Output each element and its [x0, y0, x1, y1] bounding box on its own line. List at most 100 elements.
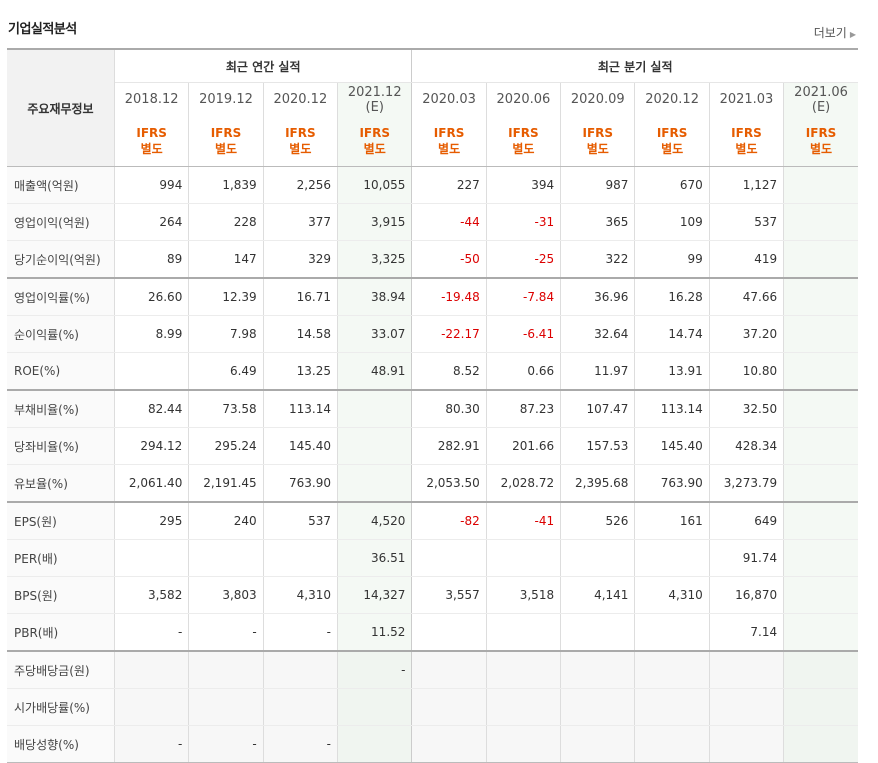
table-cell: 12.39 — [188, 278, 264, 316]
table-cell — [263, 539, 339, 577]
table-cell: -31 — [486, 203, 562, 241]
table-cell: 419 — [709, 240, 785, 279]
row-label: 매출액(억원) — [7, 166, 115, 204]
table-row: EPS(원) 295 240 537 4,520 -82 -41 526 161 649 — [7, 502, 858, 540]
table-cell: 26.60 — [114, 278, 190, 316]
row-label: 시가배당률(%) — [7, 688, 115, 726]
table-cell — [634, 651, 710, 689]
table-cell: 16,870 — [709, 576, 785, 614]
table-cell: 73.58 — [188, 390, 264, 428]
table-cell: 3,803 — [188, 576, 264, 614]
table-cell — [114, 688, 190, 726]
table-cell — [783, 651, 858, 689]
table-cell: 329 — [263, 240, 339, 279]
table-cell: 526 — [560, 502, 636, 540]
table-cell: 987 — [560, 166, 636, 204]
row-label: 영업이익(억원) — [7, 203, 115, 241]
table-cell: 322 — [560, 240, 636, 279]
table-cell: 3,915 — [337, 203, 413, 241]
basis-label: 별도 — [810, 142, 833, 156]
table-cell — [337, 688, 413, 726]
table-cell: 1,127 — [709, 166, 785, 204]
table-cell: 537 — [263, 502, 339, 540]
row-label: PBR(배) — [7, 613, 115, 652]
table-cell: 6.49 — [188, 352, 264, 391]
basis-label: 별도 — [661, 142, 684, 156]
section-title: 기업실적분석 — [8, 22, 77, 37]
ifrs-label: IFRS — [656, 126, 688, 140]
table-cell — [560, 539, 636, 577]
period-header: 2020.03 — [411, 82, 487, 116]
table-cell — [783, 613, 858, 652]
table-cell: 89 — [114, 240, 190, 279]
period-header: 2020.09 — [560, 82, 636, 116]
row-label: 배당성향(%) — [7, 725, 115, 763]
table-cell — [783, 390, 858, 428]
table-cell — [783, 502, 858, 540]
table-cell: 295.24 — [188, 427, 264, 465]
table-cell: 14.74 — [634, 315, 710, 353]
table-cell — [709, 725, 785, 763]
period-label: 2020.12 — [273, 92, 328, 107]
table-cell: 16.71 — [263, 278, 339, 316]
table-cell: 2,395.68 — [560, 464, 636, 503]
table-cell: 240 — [188, 502, 264, 540]
table-cell: 36.96 — [560, 278, 636, 316]
table-cell: 763.90 — [634, 464, 710, 503]
accounting-standard: IFRS 별도 — [114, 116, 190, 167]
ifrs-label: IFRS — [805, 126, 837, 140]
row-label: 영업이익률(%) — [7, 278, 115, 316]
table-cell: 145.40 — [634, 427, 710, 465]
period-label: 2020.09 — [570, 92, 625, 107]
accounting-standard: IFRS 별도 — [560, 116, 636, 167]
period-label: 2021.06 — [794, 84, 848, 100]
table-cell — [411, 613, 487, 652]
table-cell: 4,310 — [263, 576, 339, 614]
table-cell: -41 — [486, 502, 562, 540]
period-header: 2021.03 — [709, 82, 785, 116]
basis-label: 별도 — [735, 142, 758, 156]
table-cell — [337, 464, 413, 503]
more-link[interactable]: 더보기 ▶ — [814, 24, 856, 41]
table-cell: 649 — [709, 502, 785, 540]
table-cell — [634, 688, 710, 726]
table-cell: -82 — [411, 502, 487, 540]
table-cell: - — [188, 613, 264, 652]
table-cell: -25 — [486, 240, 562, 279]
table-cell: 428.34 — [709, 427, 785, 465]
group-quarter-header: 최근 분기 실적 — [411, 48, 858, 83]
table-cell — [783, 464, 858, 503]
table-cell: 109 — [634, 203, 710, 241]
table-row: 영업이익(억원) 264 228 377 3,915 -44 -31 365 109 537 — [7, 203, 858, 241]
table-cell: -50 — [411, 240, 487, 279]
table-cell: 14.58 — [263, 315, 339, 353]
basis-label: 별도 — [140, 142, 163, 156]
accounting-standard: IFRS 별도 — [188, 116, 264, 167]
table-cell: 47.66 — [709, 278, 785, 316]
table-cell: 2,053.50 — [411, 464, 487, 503]
table-cell: 3,582 — [114, 576, 190, 614]
table-cell: 2,256 — [263, 166, 339, 204]
table-cell — [486, 651, 562, 689]
table-cell: 2,061.40 — [114, 464, 190, 503]
table-row: 당기순이익(억원) 89 147 329 3,325 -50 -25 322 99 419 — [7, 240, 858, 279]
table-cell: 113.14 — [263, 390, 339, 428]
basis-label: 별도 — [363, 142, 386, 156]
period-header: 2020.12 — [634, 82, 710, 116]
period-label: 2020.12 — [645, 92, 699, 107]
ifrs-label: IFRS — [582, 126, 614, 140]
table-cell: 2,028.72 — [486, 464, 562, 503]
table-cell: -7.84 — [486, 278, 562, 316]
table-cell: 8.99 — [114, 315, 190, 353]
table-cell — [783, 539, 858, 577]
table-cell — [411, 688, 487, 726]
table-row: 순이익률(%) 8.99 7.98 14.58 33.07 -22.17 -6.41 32.6… — [7, 315, 858, 353]
row-label: 당좌비율(%) — [7, 427, 115, 465]
table-cell — [783, 166, 858, 204]
table-cell: 99 — [634, 240, 710, 279]
table-cell: 4,520 — [337, 502, 413, 540]
table-cell: 3,273.79 — [709, 464, 785, 503]
table-cell — [634, 725, 710, 763]
ifrs-label: IFRS — [359, 126, 390, 140]
estimate-marker: (E) — [365, 99, 384, 115]
